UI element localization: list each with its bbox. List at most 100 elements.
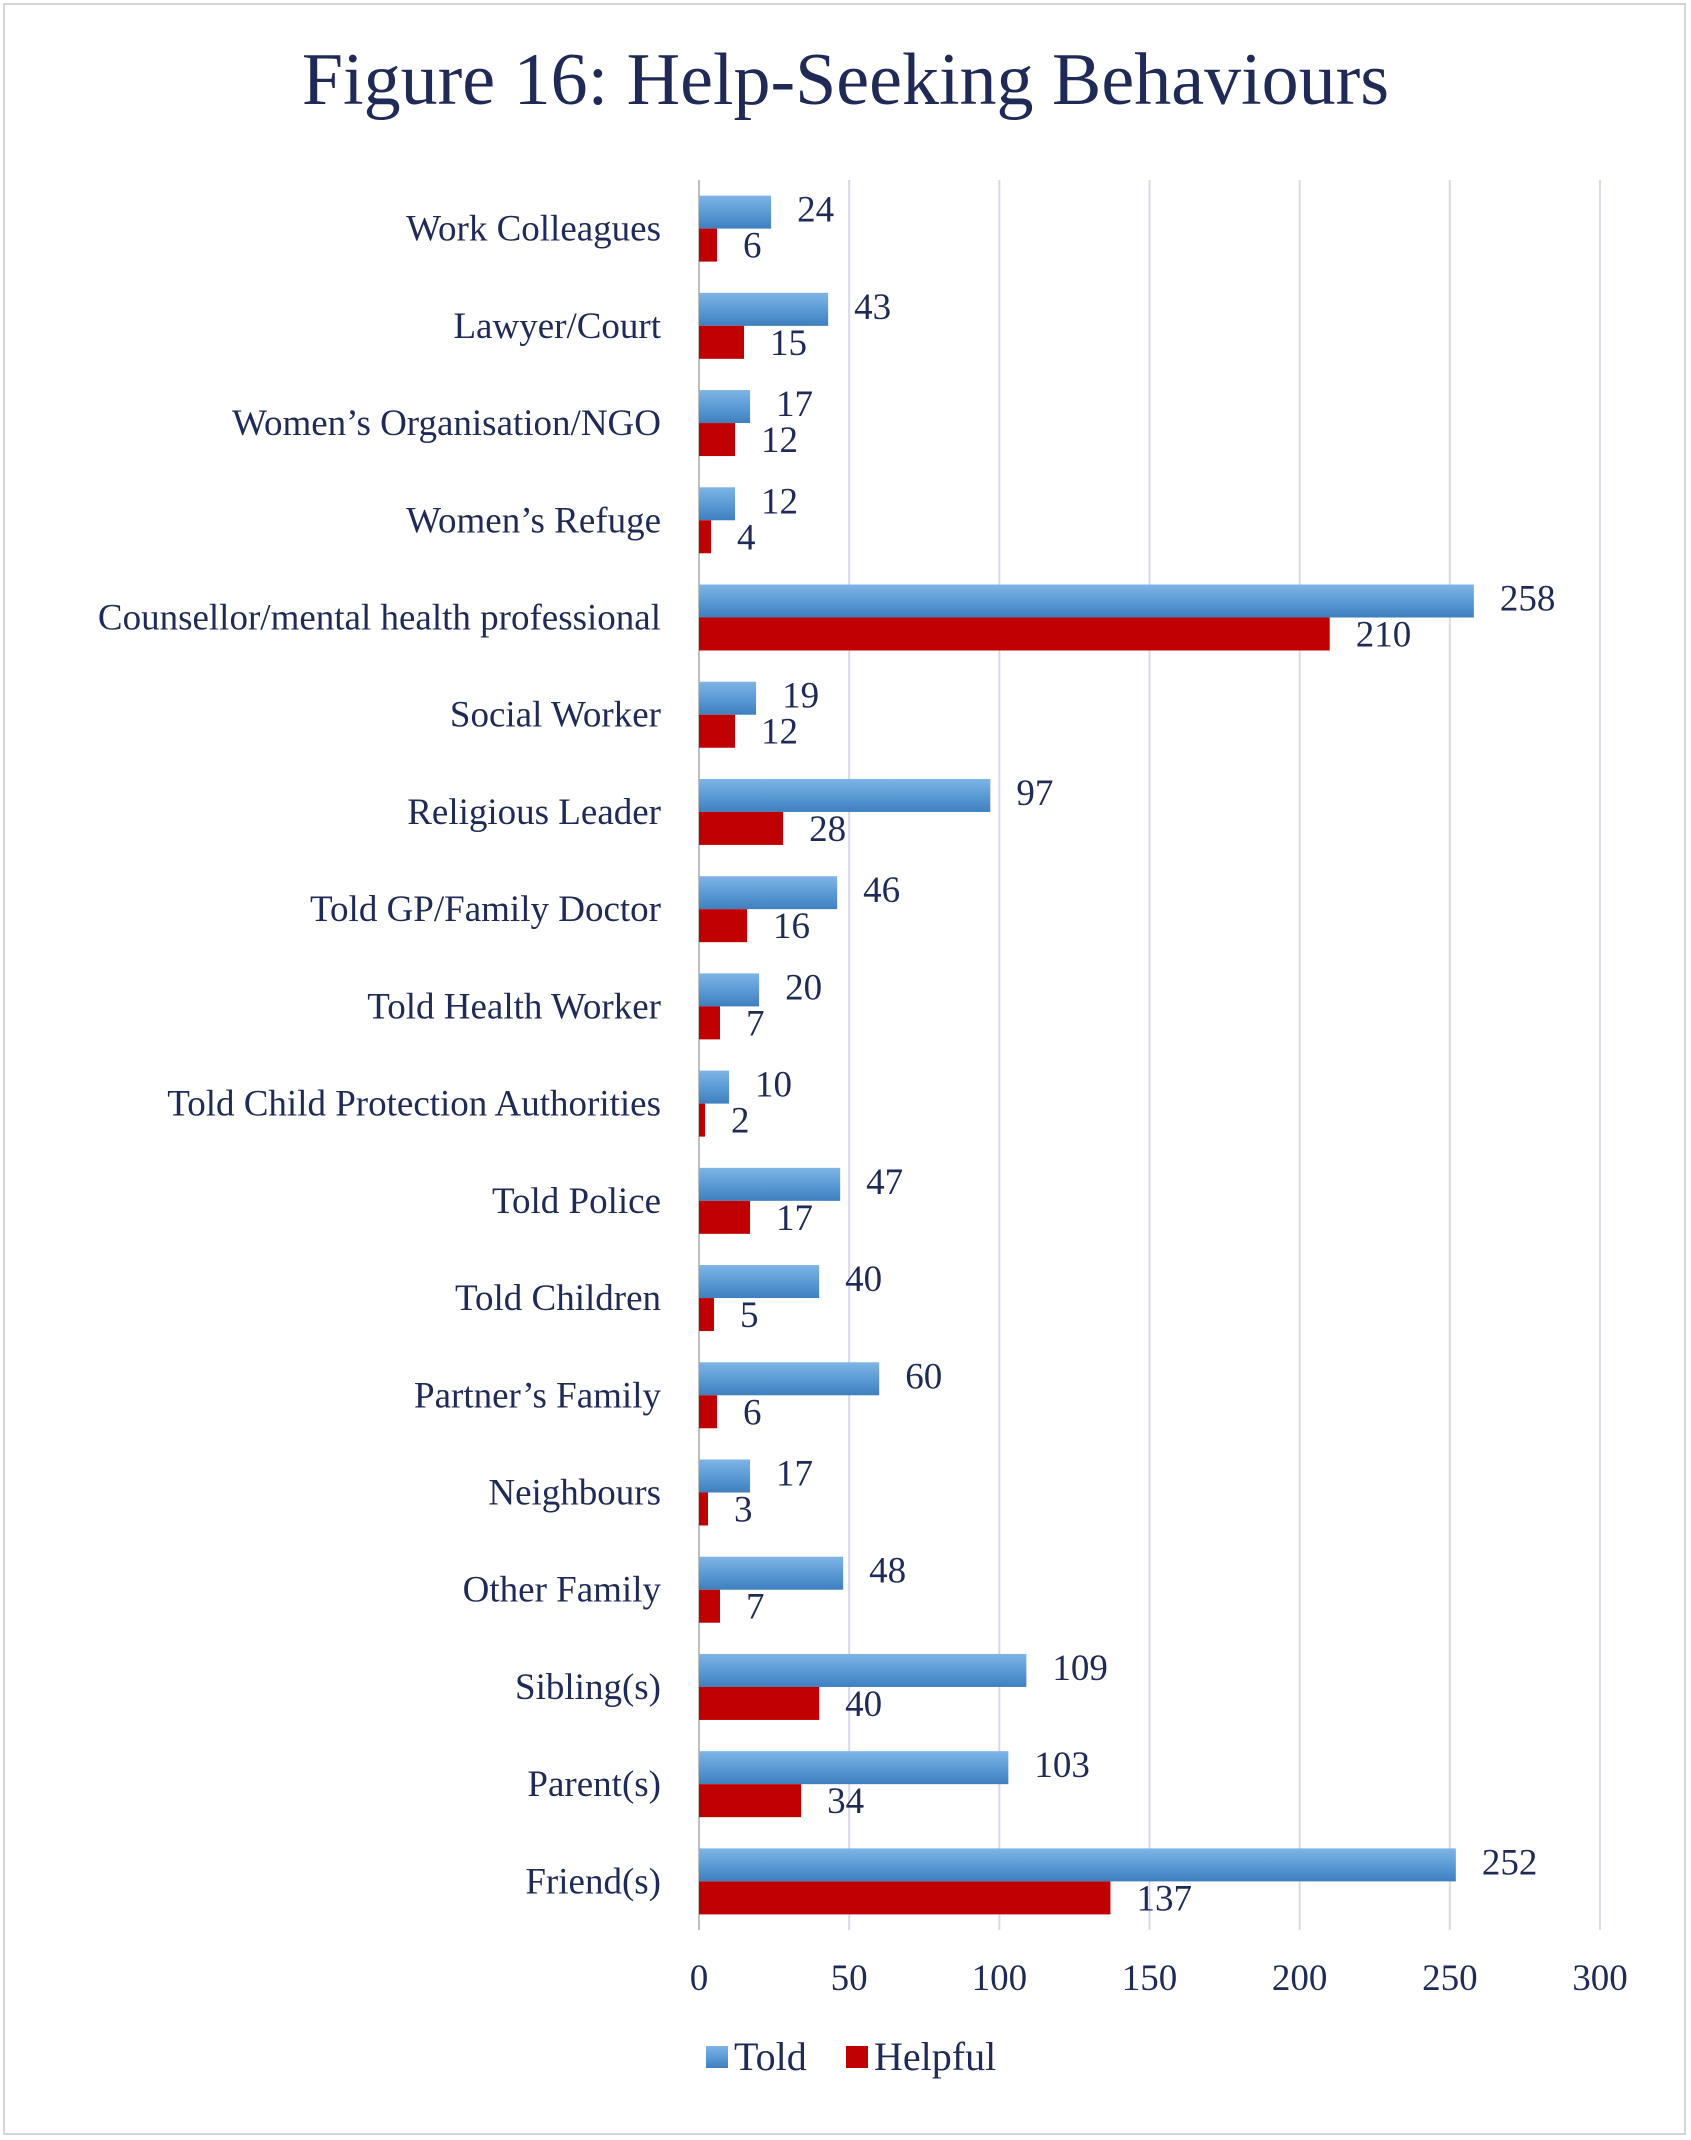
category-label: Religious Leader [407, 792, 661, 833]
data-label-helpful: 4 [737, 517, 756, 558]
data-label-helpful: 12 [761, 420, 798, 461]
bar-told [699, 1265, 820, 1299]
category-label: Parent(s) [527, 1764, 661, 1805]
data-label-told: 24 [797, 190, 834, 231]
x-tick-label: 300 [1572, 1958, 1628, 1999]
x-tick-label: 0 [690, 1958, 709, 1999]
legend-swatch-told [706, 2046, 728, 2068]
bar-helpful [699, 520, 712, 554]
category-label: Friend(s) [525, 1861, 661, 1902]
bar-helpful [699, 1784, 802, 1818]
data-label-helpful: 12 [761, 712, 798, 753]
bar-helpful [699, 1686, 820, 1720]
data-label-helpful: 17 [776, 1198, 813, 1239]
bar-told [699, 1070, 730, 1104]
category-label: Told Children [455, 1278, 661, 1319]
category-label: Sibling(s) [515, 1667, 661, 1708]
data-label-helpful: 28 [809, 809, 846, 850]
data-label-told: 97 [1016, 773, 1053, 814]
bar-told [699, 681, 757, 715]
data-label-helpful: 40 [845, 1684, 882, 1725]
data-label-helpful: 16 [773, 906, 810, 947]
bars [699, 195, 1474, 1915]
bar-helpful [699, 423, 736, 457]
category-label: Women’s Refuge [406, 500, 661, 541]
category-label: Told Police [492, 1181, 661, 1222]
data-label-told: 10 [755, 1065, 792, 1106]
chart-title: Figure 16: Help-Seeking Behaviours [301, 39, 1390, 121]
category-label: Social Worker [450, 695, 661, 736]
category-label: Other Family [463, 1570, 662, 1611]
data-label-helpful: 5 [740, 1295, 759, 1336]
bar-helpful [699, 1006, 721, 1040]
data-label-helpful: 6 [743, 226, 762, 267]
bar-told [699, 1751, 1009, 1785]
data-label-helpful: 137 [1136, 1878, 1192, 1919]
data-label-helpful: 7 [746, 1003, 765, 1044]
legend-label-helpful: Helpful [874, 2034, 996, 2079]
bar-told [699, 1653, 1027, 1687]
bar-told [699, 584, 1474, 618]
category-label: Told Health Worker [367, 986, 661, 1027]
data-label-told: 12 [761, 481, 798, 522]
data-label-helpful: 34 [827, 1781, 864, 1822]
bar-told [699, 1362, 880, 1396]
x-tick-label: 250 [1422, 1958, 1478, 1999]
data-label-told: 47 [866, 1162, 903, 1203]
bar-told [699, 1556, 844, 1590]
bar-helpful [699, 325, 745, 359]
category-label: Lawyer/Court [453, 306, 661, 347]
data-label-told: 103 [1034, 1745, 1090, 1786]
category-label: Partner’s Family [414, 1375, 661, 1416]
x-tick-label: 50 [831, 1958, 868, 1999]
data-label-told: 17 [776, 384, 813, 425]
bar-told [699, 876, 838, 910]
data-label-told: 60 [905, 1356, 942, 1397]
data-label-told: 252 [1482, 1842, 1538, 1883]
data-label-helpful: 6 [743, 1392, 762, 1433]
data-label-helpful: 3 [734, 1490, 753, 1531]
bar-helpful [699, 1200, 751, 1234]
data-label-told: 19 [782, 676, 819, 717]
bar-helpful [699, 1881, 1111, 1915]
x-tick-label: 150 [1122, 1958, 1178, 1999]
bar-helpful [699, 1492, 709, 1526]
bar-helpful [699, 617, 1330, 651]
bar-told [699, 390, 751, 424]
data-label-told: 20 [785, 967, 822, 1008]
data-label-told: 258 [1500, 579, 1556, 620]
data-label-told: 17 [776, 1454, 813, 1495]
bar-told [699, 973, 760, 1007]
data-label-told: 109 [1052, 1648, 1108, 1689]
x-tick-label: 100 [972, 1958, 1028, 1999]
gridlines [698, 180, 1601, 1930]
bar-told [699, 778, 991, 812]
bar-helpful [699, 909, 748, 943]
data-label-helpful: 2 [731, 1101, 750, 1142]
bar-helpful [699, 1298, 715, 1332]
legend-label-told: Told [734, 2034, 807, 2079]
legend-swatch-helpful [846, 2046, 868, 2068]
bar-helpful [699, 811, 784, 845]
category-label: Work Colleagues [406, 209, 661, 250]
bar-told [699, 195, 772, 229]
data-label-told: 43 [854, 287, 891, 328]
data-label-helpful: 15 [770, 323, 807, 364]
bar-helpful [699, 714, 736, 748]
bar-helpful [699, 1589, 721, 1623]
data-label-told: 48 [869, 1551, 906, 1592]
data-label-told: 46 [863, 870, 900, 911]
bar-helpful [699, 1395, 718, 1429]
category-label: Neighbours [488, 1473, 661, 1514]
bar-helpful [699, 1103, 706, 1137]
bar-helpful [699, 228, 718, 262]
x-tick-label: 200 [1272, 1958, 1328, 1999]
data-label-helpful: 7 [746, 1587, 765, 1628]
bar-told [699, 292, 829, 326]
legend: Told Helpful [706, 2034, 996, 2079]
category-label: Told GP/Family Doctor [310, 889, 661, 930]
bar-told [699, 487, 736, 521]
bar-told [699, 1167, 841, 1201]
